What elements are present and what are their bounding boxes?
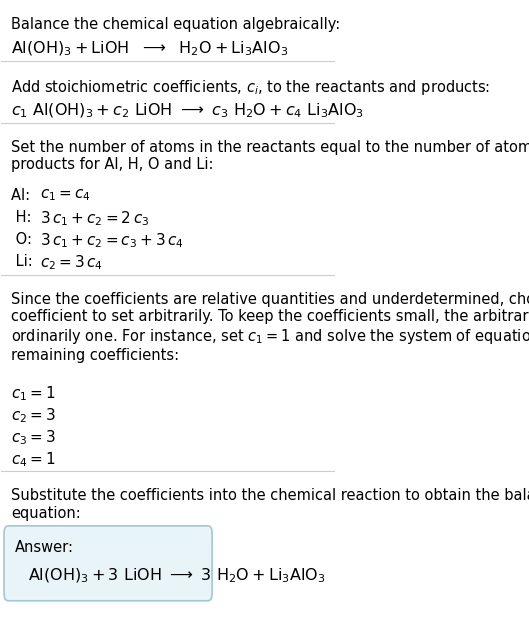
- FancyBboxPatch shape: [4, 526, 212, 601]
- Text: O:: O:: [12, 232, 37, 247]
- Text: Set the number of atoms in the reactants equal to the number of atoms in the
pro: Set the number of atoms in the reactants…: [12, 140, 529, 172]
- Text: Since the coefficients are relative quantities and underdetermined, choose a
coe: Since the coefficients are relative quan…: [12, 292, 529, 363]
- Text: $c_1\ \mathrm{Al(OH)_3} + c_2\ \mathrm{LiOH} \ \longrightarrow \ c_3\ \mathrm{H_: $c_1\ \mathrm{Al(OH)_3} + c_2\ \mathrm{L…: [12, 102, 364, 120]
- Text: $c_4 = 1$: $c_4 = 1$: [12, 450, 56, 469]
- Text: $3\,c_1 + c_2 = 2\,c_3$: $3\,c_1 + c_2 = 2\,c_3$: [40, 210, 149, 228]
- Text: $c_1 = 1$: $c_1 = 1$: [12, 384, 56, 403]
- Text: Answer:: Answer:: [15, 540, 74, 555]
- Text: Li:: Li:: [12, 254, 38, 269]
- Text: Add stoichiometric coefficients, $c_i$, to the reactants and products:: Add stoichiometric coefficients, $c_i$, …: [12, 78, 490, 97]
- Text: $\mathrm{Al(OH)_3 + 3\ LiOH \ \longrightarrow \ 3\ H_2O + Li_3AlO_3}$: $\mathrm{Al(OH)_3 + 3\ LiOH \ \longright…: [28, 567, 325, 585]
- Text: $c_2 = 3$: $c_2 = 3$: [12, 406, 56, 425]
- Text: $c_2 = 3\,c_4$: $c_2 = 3\,c_4$: [40, 254, 103, 272]
- Text: $3\,c_1 + c_2 = c_3 + 3\,c_4$: $3\,c_1 + c_2 = c_3 + 3\,c_4$: [40, 232, 184, 250]
- Text: $c_3 = 3$: $c_3 = 3$: [12, 428, 56, 447]
- Text: $c_1 = c_4$: $c_1 = c_4$: [40, 187, 90, 204]
- Text: H:: H:: [12, 210, 37, 224]
- Text: $\mathrm{Al(OH)_3 + LiOH \ \ \longrightarrow \ \ H_2O + Li_3AlO_3}$: $\mathrm{Al(OH)_3 + LiOH \ \ \longrighta…: [12, 40, 288, 58]
- Text: Substitute the coefficients into the chemical reaction to obtain the balanced
eq: Substitute the coefficients into the che…: [12, 488, 529, 521]
- Text: Al:: Al:: [12, 187, 35, 203]
- Text: Balance the chemical equation algebraically:: Balance the chemical equation algebraica…: [12, 17, 341, 32]
